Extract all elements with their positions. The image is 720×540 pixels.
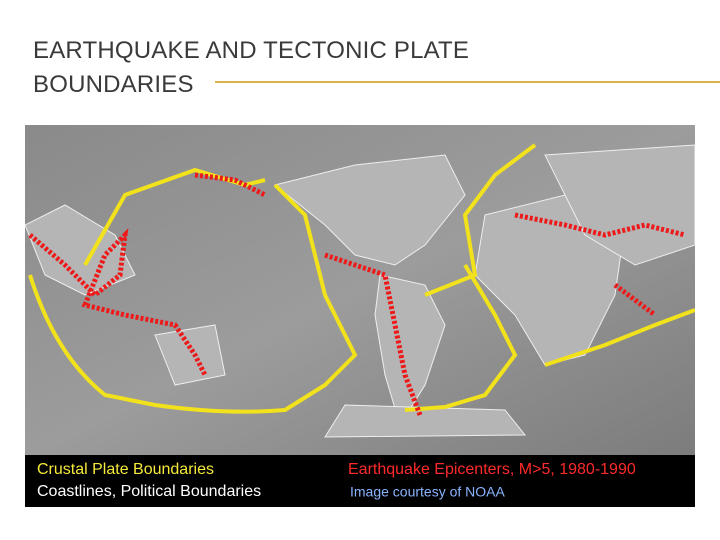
image-credit: Image courtesy of NOAA (350, 484, 506, 500)
legend-coastlines: Coastlines, Political Boundaries (37, 483, 261, 500)
legend-bar (25, 455, 695, 507)
plate-boundaries (28, 143, 695, 414)
map-image: Crustal Plate Boundaries Coastlines, Pol… (25, 125, 695, 507)
title-rule (215, 81, 720, 83)
slide-title: EARTHQUAKE AND TECTONIC PLATE BOUNDARIES (33, 37, 470, 98)
continents (25, 144, 695, 438)
epicenters (28, 172, 686, 416)
legend-plate-boundaries: Crustal Plate Boundaries (37, 461, 214, 478)
legend-epicenters: Earthquake Epicenters, M>5, 1980-1990 (348, 461, 636, 478)
